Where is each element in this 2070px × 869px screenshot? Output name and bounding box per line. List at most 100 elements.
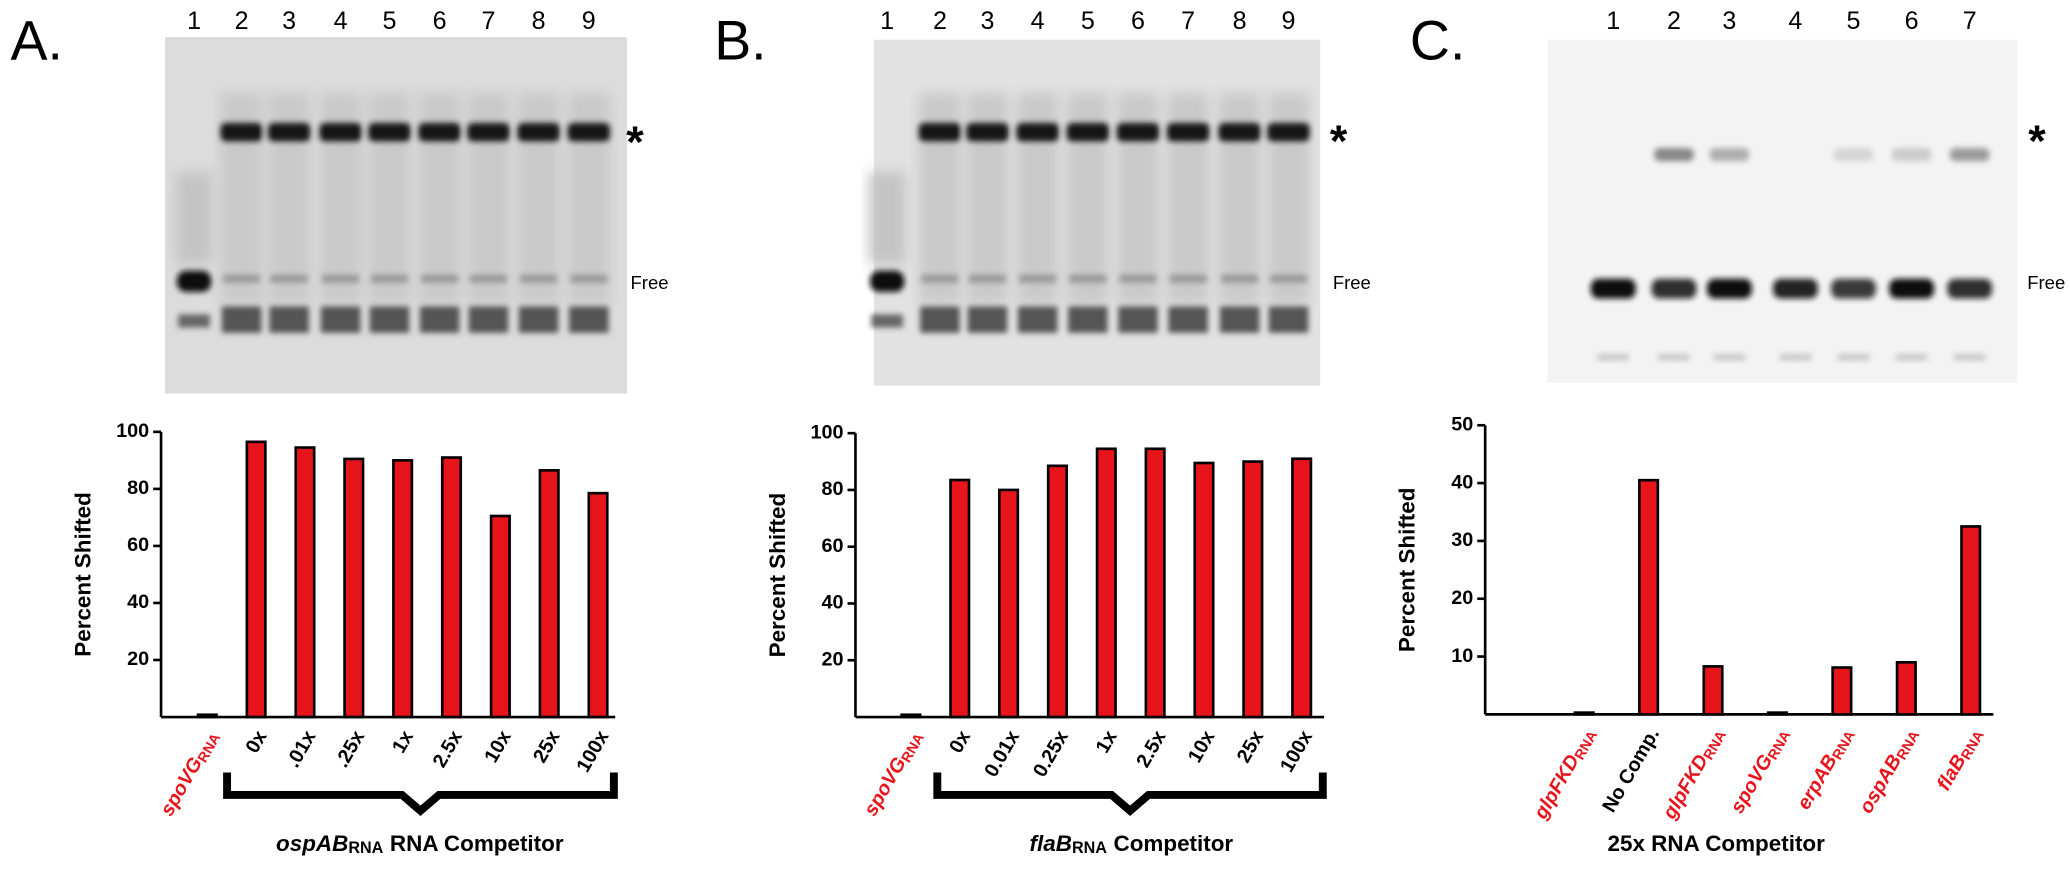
gel-band [421, 274, 459, 283]
bar [1291, 457, 1313, 719]
band-label: Free [2027, 272, 2065, 293]
lane-number: 9 [582, 7, 596, 35]
gel-band [1590, 278, 1636, 299]
lane-number: 4 [1031, 7, 1045, 35]
gel-band [1168, 306, 1208, 333]
label-subscript: RNA [195, 731, 224, 766]
bar [489, 514, 511, 719]
y-tick-label: 40 [1451, 471, 1473, 493]
gel-image [1547, 39, 2018, 384]
bar [1144, 447, 1166, 719]
gel-band [520, 274, 558, 283]
gel-smear [868, 171, 906, 265]
bar [1766, 711, 1789, 716]
lane-number: 8 [532, 7, 546, 35]
gel-band [1947, 278, 1993, 299]
gel-band [370, 274, 408, 283]
lane-number: 7 [1963, 7, 1977, 35]
x-tick-label: ospABRNA [1855, 724, 1923, 818]
bar [998, 488, 1020, 719]
lane-number: 1 [187, 7, 201, 35]
x-tick-label: spoVGRNA [1727, 724, 1795, 818]
gel-band [1706, 278, 1752, 299]
gel-band [220, 122, 263, 142]
label-subscript: RNA [1894, 728, 1923, 763]
label-subscript: RNA [1700, 728, 1729, 763]
x-axis-label: flaBRNA Competitor [1030, 831, 1234, 857]
gel-band [176, 270, 212, 292]
x-tick-label: 1x [1092, 727, 1122, 757]
gel-band [1779, 353, 1812, 361]
lane-number: 7 [1181, 7, 1195, 35]
gel-band [1891, 148, 1932, 162]
y-tick-label: 60 [127, 534, 149, 556]
y-tick-label: 40 [822, 592, 844, 614]
gel-band [221, 306, 262, 333]
band-label: * [626, 116, 644, 167]
label-subscript: RNA [1829, 728, 1858, 763]
gel-band [1713, 353, 1746, 361]
gel-band [178, 314, 210, 328]
x-tick-label: 1x [388, 727, 418, 757]
x-tick-label: No Comp. [1598, 724, 1664, 816]
gel-band [568, 306, 609, 333]
y-tick-label: 100 [116, 420, 149, 442]
gel-band [1119, 274, 1157, 283]
x-tick-label: 2.5x [1132, 727, 1170, 771]
y-tick-label: 100 [811, 421, 844, 443]
bar [245, 440, 267, 719]
gel-band [1169, 274, 1207, 283]
lane-number: 9 [1281, 7, 1295, 35]
gel-band [1597, 353, 1630, 361]
gel-band [319, 122, 362, 142]
gel-band [869, 270, 905, 292]
gel-band [1895, 353, 1928, 361]
bar [538, 469, 560, 719]
gel-band [418, 122, 461, 142]
lane-number: 3 [1722, 7, 1736, 35]
x-tick-label: 0.25x [1029, 727, 1073, 781]
x-tick-label: spoVGRNA [860, 727, 928, 821]
x-tick-label: glpFKDRNA [1658, 724, 1729, 824]
x-tick-label: erpABRNA [1793, 724, 1858, 814]
lane-number: 5 [1081, 7, 1095, 35]
lane-number: 3 [980, 7, 994, 35]
gel-band [570, 274, 608, 283]
gel-band [1949, 148, 1990, 162]
y-axis-label: Percent Shifted [70, 492, 95, 657]
gel-band [967, 306, 1008, 333]
bar [1702, 665, 1724, 716]
band-label: * [1330, 115, 1348, 166]
label-italic: flaB [1030, 831, 1072, 856]
x-tick-label: 0x [945, 727, 975, 757]
lane-number: 6 [433, 7, 447, 35]
gel-band [918, 122, 962, 142]
gel-band [267, 122, 311, 142]
panel-label: A. [11, 10, 63, 72]
lane-number: 2 [1667, 7, 1681, 35]
bar [1831, 666, 1853, 716]
label-italic: spoVG [1727, 751, 1778, 817]
gel-bands [175, 92, 610, 333]
y-tick-label: 20 [1451, 587, 1473, 609]
bar [196, 713, 218, 719]
gel-band [1268, 306, 1309, 333]
gel-band [419, 306, 460, 333]
label-italic: ospAB [1855, 751, 1906, 817]
x-tick-label: .25x [331, 727, 369, 771]
bar [1573, 711, 1595, 716]
x-tick-label: spoVGRNA [156, 727, 224, 821]
label-italic: glpFKD [1658, 751, 1713, 824]
gel-bands [1590, 148, 1993, 361]
bar [900, 713, 922, 719]
y-tick-label: 20 [127, 648, 149, 670]
gel-band [1116, 122, 1160, 142]
gel-band [1889, 278, 1935, 299]
bar [1960, 525, 1982, 716]
x-tick-label: 10x [480, 727, 516, 767]
gel-band [1066, 122, 1109, 142]
y-tick-label: 30 [1451, 529, 1473, 551]
label-italic: spoVG [860, 754, 911, 820]
bar [343, 457, 365, 719]
gel-band [567, 122, 610, 142]
